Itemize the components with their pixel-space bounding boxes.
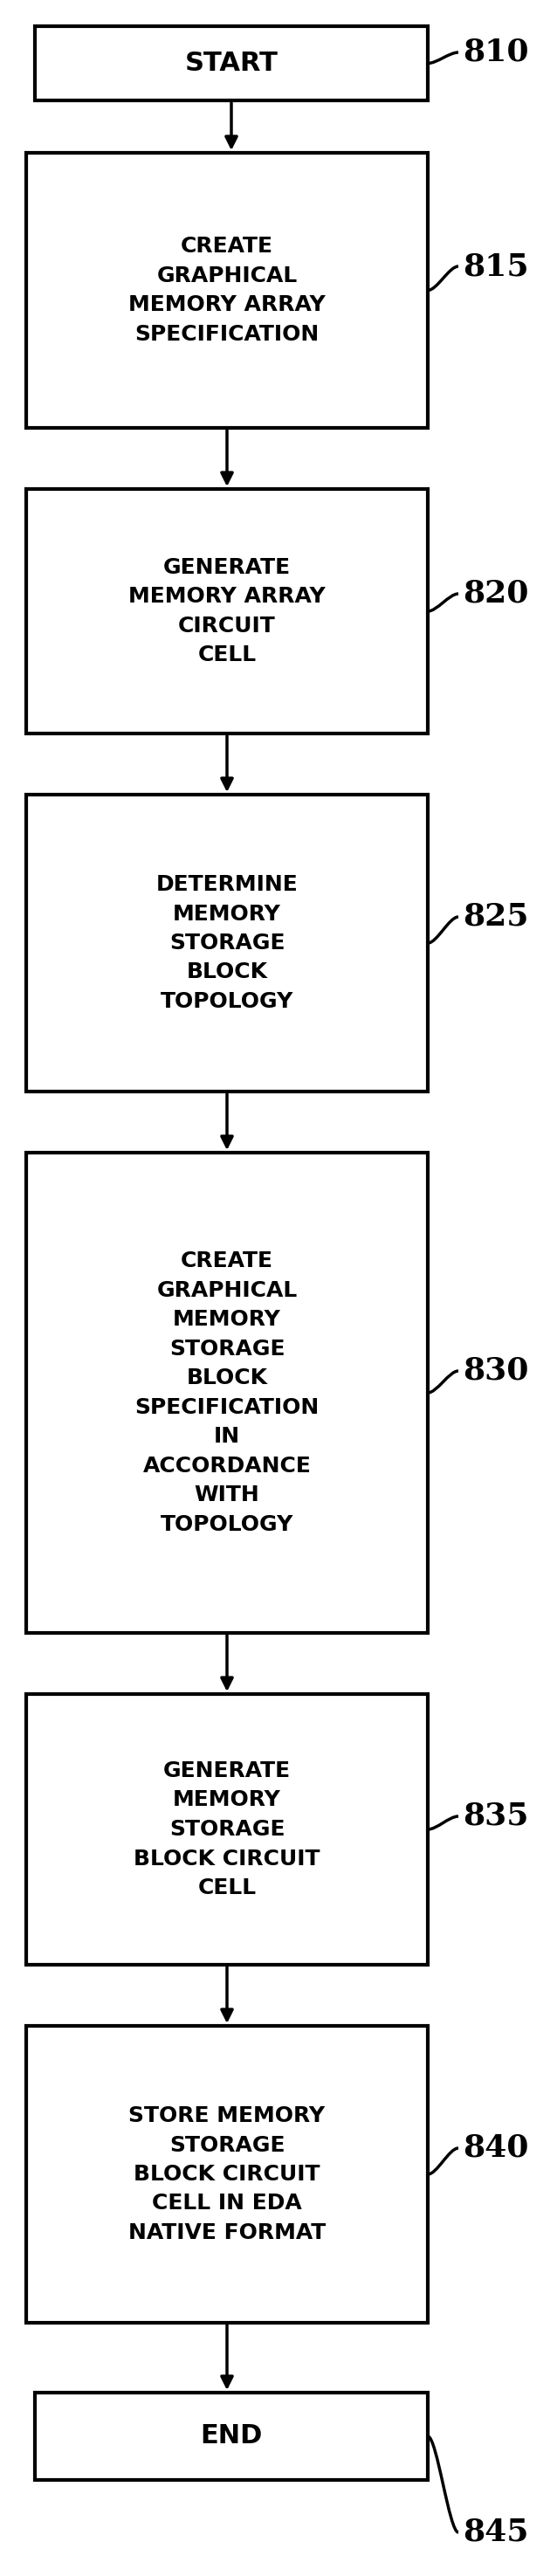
- Text: GENERATE
MEMORY
STORAGE
BLOCK CIRCUIT
CELL: GENERATE MEMORY STORAGE BLOCK CIRCUIT CE…: [134, 1759, 320, 1899]
- Bar: [26, 793, 428, 1092]
- FancyBboxPatch shape: [35, 2393, 428, 2481]
- Text: 845: 845: [463, 2517, 529, 2548]
- Text: 825: 825: [463, 902, 529, 933]
- Text: START: START: [185, 52, 278, 75]
- Text: 830: 830: [463, 1355, 529, 1386]
- Bar: [26, 2025, 428, 2324]
- Text: 835: 835: [463, 1801, 529, 1832]
- Text: 840: 840: [463, 2133, 529, 2164]
- Bar: [26, 1695, 428, 1965]
- Text: DETERMINE
MEMORY
STORAGE
BLOCK
TOPOLOGY: DETERMINE MEMORY STORAGE BLOCK TOPOLOGY: [156, 873, 298, 1012]
- FancyBboxPatch shape: [35, 26, 428, 100]
- Text: CREATE
GRAPHICAL
MEMORY ARRAY
SPECIFICATION: CREATE GRAPHICAL MEMORY ARRAY SPECIFICAT…: [129, 237, 325, 345]
- Text: STORE MEMORY
STORAGE
BLOCK CIRCUIT
CELL IN EDA
NATIVE FORMAT: STORE MEMORY STORAGE BLOCK CIRCUIT CELL …: [128, 2105, 326, 2244]
- Bar: [26, 1151, 428, 1633]
- Text: 815: 815: [463, 252, 529, 281]
- Bar: [26, 152, 428, 428]
- Text: END: END: [200, 2424, 262, 2450]
- Text: 820: 820: [463, 580, 529, 608]
- Bar: [26, 489, 428, 734]
- Text: GENERATE
MEMORY ARRAY
CIRCUIT
CELL: GENERATE MEMORY ARRAY CIRCUIT CELL: [129, 556, 325, 665]
- Text: CREATE
GRAPHICAL
MEMORY
STORAGE
BLOCK
SPECIFICATION
IN
ACCORDANCE
WITH
TOPOLOGY: CREATE GRAPHICAL MEMORY STORAGE BLOCK SP…: [135, 1252, 319, 1535]
- Text: 810: 810: [463, 39, 529, 67]
